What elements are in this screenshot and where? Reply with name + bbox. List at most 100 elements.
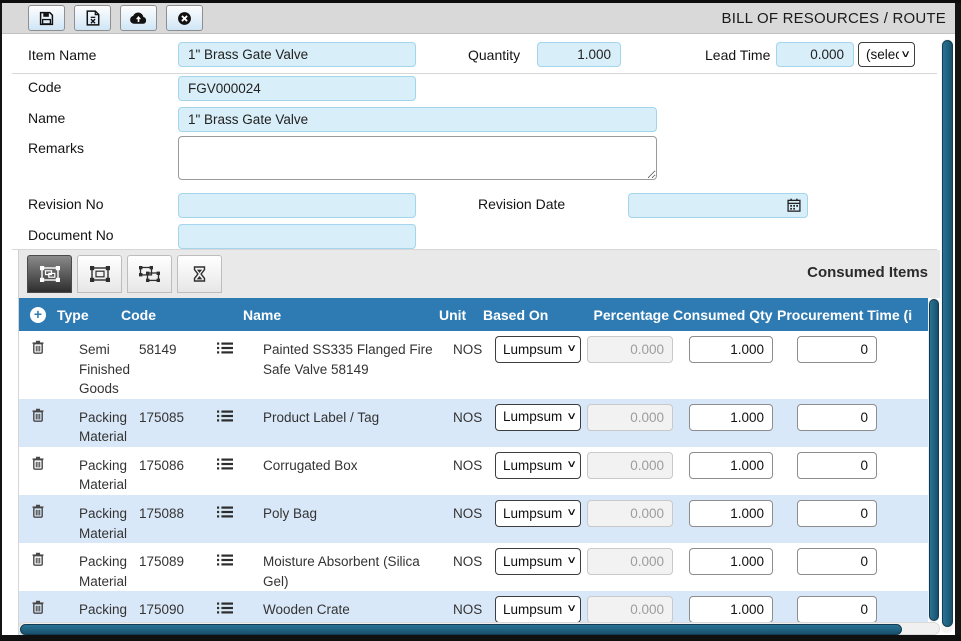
cell-unit: NOS xyxy=(453,505,483,521)
chevron-down-icon: ∨ xyxy=(565,343,577,355)
procurement-time-input[interactable] xyxy=(797,499,877,527)
code-label: Code xyxy=(28,79,62,95)
quantity-input[interactable] xyxy=(537,42,621,67)
top-edge-strip xyxy=(0,0,961,3)
percentage-input xyxy=(587,596,673,624)
horizontal-scrollbar[interactable] xyxy=(18,622,940,635)
percentage-input xyxy=(587,336,673,363)
table-scrollbar-thumb[interactable] xyxy=(929,299,939,621)
based-on-select[interactable]: Lumpsum ∨ xyxy=(495,548,581,576)
cell-unit: NOS xyxy=(453,342,483,357)
cell-type: Packing Material xyxy=(79,554,128,589)
cancel-icon xyxy=(178,11,191,25)
list-icon xyxy=(217,554,233,566)
object-ungroup-icon xyxy=(139,266,160,282)
table-row: Semi Finished Goods 58149 Painted SS335 … xyxy=(19,331,928,399)
revision-date-field[interactable] xyxy=(628,193,808,218)
delete-row-button[interactable] xyxy=(19,591,57,615)
calendar-icon[interactable] xyxy=(787,198,801,212)
export-excel-button[interactable] xyxy=(74,5,111,31)
tab-produced-items[interactable] xyxy=(77,255,122,293)
consumed-qty-input[interactable] xyxy=(689,336,773,363)
list-icon xyxy=(217,410,233,422)
cell-code: 175086 xyxy=(139,457,185,473)
consumed-qty-input[interactable] xyxy=(689,596,773,624)
document-no-input[interactable] xyxy=(178,224,416,249)
cancel-button[interactable] xyxy=(166,5,203,31)
delete-row-button[interactable] xyxy=(19,495,57,518)
document-no-label: Document No xyxy=(28,227,114,243)
col-header-name: Name xyxy=(243,306,282,323)
table-row: Packing Material 175086 Corrugated Box N… xyxy=(19,447,928,495)
page-vertical-scrollbar[interactable] xyxy=(941,39,953,633)
col-header-code: Code xyxy=(121,306,156,323)
chevron-down-icon: ∨ xyxy=(565,459,577,471)
procurement-time-input[interactable] xyxy=(797,336,877,363)
based-on-select[interactable]: Lumpsum ∨ xyxy=(495,499,581,527)
chevron-down-icon: ∨ xyxy=(565,410,577,422)
delete-row-button[interactable] xyxy=(19,447,57,470)
quantity-label: Quantity xyxy=(468,47,521,63)
page-scrollbar-thumb[interactable] xyxy=(942,40,953,627)
delete-row-button[interactable] xyxy=(19,543,57,566)
lead-time-unit-select[interactable]: (select ∨ xyxy=(858,42,915,67)
consumed-qty-input[interactable] xyxy=(689,499,773,527)
cell-name: Painted SS335 Flanged Fire Safe Valve 58… xyxy=(263,342,433,377)
item-list-button[interactable] xyxy=(207,495,243,518)
delete-row-button[interactable] xyxy=(19,331,57,354)
cell-type: Packing Material xyxy=(79,505,128,541)
table-vertical-scrollbar[interactable] xyxy=(928,298,939,622)
table-row: Packing Material 175088 Poly Bag NOS Lum… xyxy=(19,494,928,544)
consumed-qty-input[interactable] xyxy=(689,548,773,576)
form-bottom-divider xyxy=(12,249,937,250)
based-on-select[interactable]: Lumpsum ∨ xyxy=(495,451,581,479)
tab-consumed-items[interactable] xyxy=(27,255,72,293)
chevron-down-icon: ∨ xyxy=(565,555,577,567)
lead-time-label: Lead Time xyxy=(705,47,771,63)
based-on-select[interactable]: Lumpsum ∨ xyxy=(495,336,581,363)
upload-button[interactable] xyxy=(120,5,157,31)
item-list-button[interactable] xyxy=(207,543,243,566)
name-label: Name xyxy=(28,110,66,126)
lead-time-input[interactable] xyxy=(776,42,854,67)
add-row-button[interactable]: + xyxy=(30,306,46,323)
percentage-input xyxy=(587,499,673,527)
item-name-input[interactable] xyxy=(178,42,416,67)
tab-lead-times[interactable] xyxy=(177,255,222,293)
based-on-select[interactable]: Lumpsum ∨ xyxy=(495,596,581,624)
procurement-time-input[interactable] xyxy=(797,451,877,479)
tab-operations[interactable] xyxy=(127,255,172,293)
procurement-time-input[interactable] xyxy=(797,596,877,624)
horizontal-scrollbar-thumb[interactable] xyxy=(20,624,902,635)
delete-row-button[interactable] xyxy=(19,399,57,422)
page-title: BILL OF RESOURCES / ROUTE xyxy=(721,10,946,27)
revision-date-input[interactable] xyxy=(628,193,808,218)
procurement-time-input[interactable] xyxy=(797,403,877,431)
name-input[interactable] xyxy=(178,107,657,132)
consumed-qty-input[interactable] xyxy=(689,403,773,431)
cell-type: Packing Material xyxy=(79,409,128,445)
item-list-button[interactable] xyxy=(207,447,243,470)
table-row: Packing Material 175089 Moisture Absorbe… xyxy=(19,543,928,591)
list-icon xyxy=(217,602,233,614)
revision-no-input[interactable] xyxy=(178,193,416,218)
code-input[interactable] xyxy=(178,76,416,101)
procurement-time-input[interactable] xyxy=(797,548,877,576)
percentage-input xyxy=(587,403,673,431)
based-on-select[interactable]: Lumpsum ∨ xyxy=(495,403,581,431)
consumed-items-rows: Semi Finished Goods 58149 Painted SS335 … xyxy=(19,331,928,635)
cell-unit: NOS xyxy=(453,457,483,473)
cell-name: Product Label / Tag xyxy=(263,409,380,425)
consumed-qty-input[interactable] xyxy=(689,451,773,479)
save-button[interactable] xyxy=(28,5,65,31)
section-title: Consumed Items xyxy=(807,263,928,281)
object-frame-icon xyxy=(89,266,110,282)
remarks-textarea[interactable] xyxy=(178,136,657,180)
bottom-edge-strip xyxy=(0,635,961,641)
item-list-button[interactable] xyxy=(207,399,243,422)
trash-icon xyxy=(32,504,44,518)
item-list-button[interactable] xyxy=(207,591,243,614)
detail-tabstrip: Consumed Items xyxy=(18,250,940,298)
item-list-button[interactable] xyxy=(207,331,243,354)
